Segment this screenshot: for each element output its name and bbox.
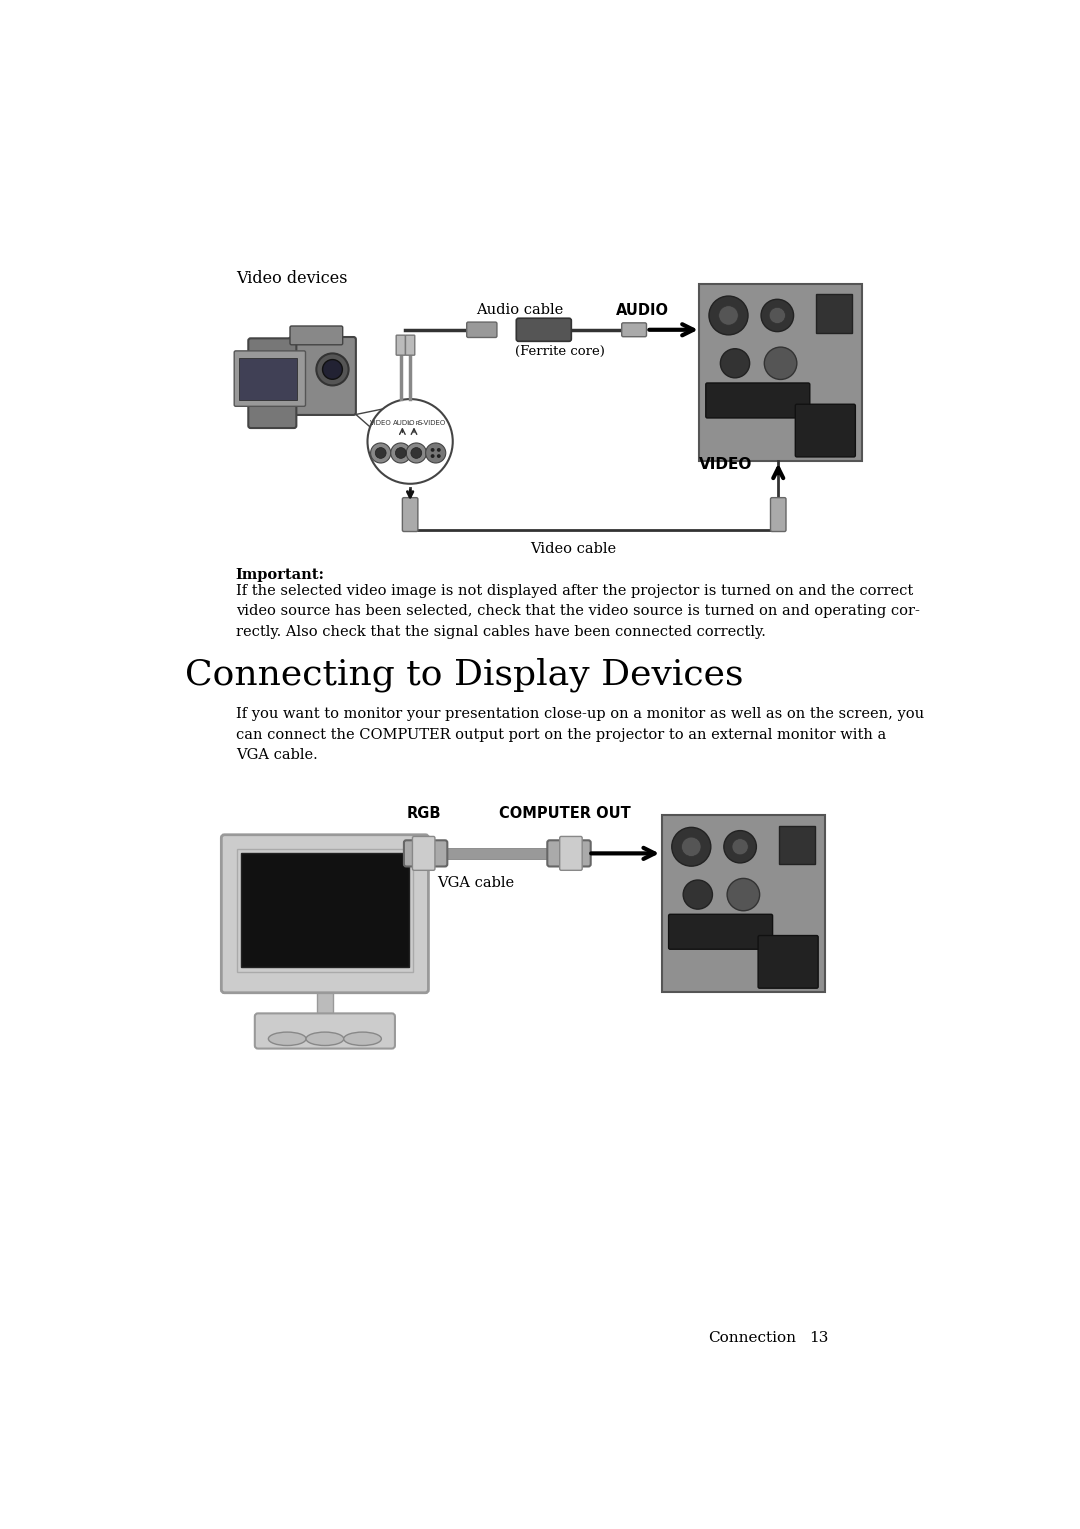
Text: 13: 13 xyxy=(809,1330,828,1344)
FancyBboxPatch shape xyxy=(669,914,772,950)
Circle shape xyxy=(684,881,713,910)
Circle shape xyxy=(323,359,342,379)
Ellipse shape xyxy=(306,1032,343,1046)
Bar xyxy=(241,853,408,968)
Circle shape xyxy=(367,399,453,483)
Circle shape xyxy=(727,878,759,911)
FancyBboxPatch shape xyxy=(403,497,418,532)
FancyBboxPatch shape xyxy=(221,835,429,992)
Circle shape xyxy=(370,443,391,463)
FancyBboxPatch shape xyxy=(289,336,356,414)
Circle shape xyxy=(437,454,441,459)
Circle shape xyxy=(431,448,434,453)
FancyBboxPatch shape xyxy=(467,323,497,338)
FancyBboxPatch shape xyxy=(548,841,591,867)
FancyBboxPatch shape xyxy=(234,350,306,407)
Circle shape xyxy=(732,839,748,855)
FancyBboxPatch shape xyxy=(622,323,647,336)
Text: S-VIDEO: S-VIDEO xyxy=(418,420,446,427)
Circle shape xyxy=(375,448,387,459)
Circle shape xyxy=(426,443,446,463)
FancyBboxPatch shape xyxy=(758,936,819,988)
Text: VIDEO: VIDEO xyxy=(699,457,753,472)
Text: (Ferrite core): (Ferrite core) xyxy=(515,346,605,358)
FancyBboxPatch shape xyxy=(291,326,342,346)
Text: VGA cable: VGA cable xyxy=(437,876,514,890)
Circle shape xyxy=(437,448,441,453)
Text: If you want to monitor your presentation close-up on a monitor as well as on the: If you want to monitor your presentation… xyxy=(235,706,923,763)
Bar xyxy=(316,983,334,1017)
Text: Audio cable: Audio cable xyxy=(476,303,564,317)
FancyBboxPatch shape xyxy=(516,318,571,341)
Ellipse shape xyxy=(268,1032,306,1046)
FancyBboxPatch shape xyxy=(248,338,296,428)
FancyBboxPatch shape xyxy=(405,335,415,355)
FancyBboxPatch shape xyxy=(559,836,582,870)
Circle shape xyxy=(720,349,750,378)
Circle shape xyxy=(410,448,422,459)
Circle shape xyxy=(761,300,794,332)
Text: COMPUTER OUT: COMPUTER OUT xyxy=(499,806,631,821)
Circle shape xyxy=(406,443,427,463)
Text: Video devices: Video devices xyxy=(235,269,348,287)
Circle shape xyxy=(391,443,410,463)
Circle shape xyxy=(718,306,739,326)
Circle shape xyxy=(672,827,711,865)
Bar xyxy=(816,294,852,333)
Bar xyxy=(237,849,413,972)
Circle shape xyxy=(681,836,701,856)
Text: Connecting to Display Devices: Connecting to Display Devices xyxy=(186,657,744,691)
Ellipse shape xyxy=(343,1032,381,1046)
Circle shape xyxy=(395,448,406,459)
Text: VIDEO: VIDEO xyxy=(369,420,392,427)
FancyBboxPatch shape xyxy=(795,404,855,457)
FancyBboxPatch shape xyxy=(404,841,447,867)
Circle shape xyxy=(765,347,797,379)
Text: AUDIO: AUDIO xyxy=(393,420,415,427)
Circle shape xyxy=(708,297,748,335)
Text: RGB: RGB xyxy=(406,806,441,821)
Circle shape xyxy=(316,353,349,385)
Text: Video cable: Video cable xyxy=(530,541,617,555)
Text: AUDIO: AUDIO xyxy=(616,303,669,318)
Circle shape xyxy=(769,307,785,324)
Circle shape xyxy=(431,454,434,459)
FancyBboxPatch shape xyxy=(706,382,810,417)
Text: Connection: Connection xyxy=(708,1330,797,1344)
Text: If the selected video image is not displayed after the projector is turned on an: If the selected video image is not displ… xyxy=(235,584,920,639)
Circle shape xyxy=(724,830,756,862)
FancyBboxPatch shape xyxy=(396,335,405,355)
Bar xyxy=(779,826,815,864)
Text: Important:: Important: xyxy=(235,569,325,583)
FancyBboxPatch shape xyxy=(770,497,786,532)
Bar xyxy=(699,283,862,460)
FancyBboxPatch shape xyxy=(255,1014,395,1049)
FancyBboxPatch shape xyxy=(413,836,435,870)
Bar xyxy=(240,358,297,399)
Bar xyxy=(445,849,550,859)
Text: L  R: L R xyxy=(408,420,420,427)
Bar xyxy=(662,815,825,992)
